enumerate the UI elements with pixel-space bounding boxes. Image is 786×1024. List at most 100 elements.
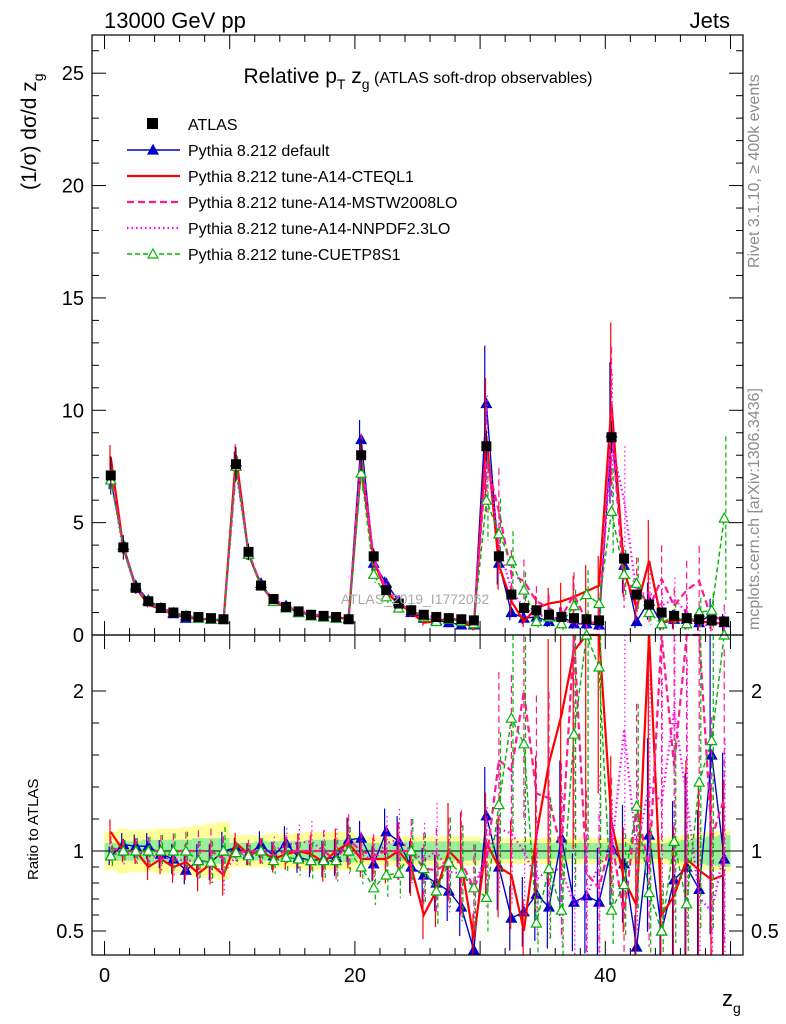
- legend-entry: Pythia 8.212 tune-A14-MSTW2008LO: [127, 195, 457, 212]
- data-point: [355, 466, 368, 478]
- data-point: [605, 903, 618, 915]
- data-point: [705, 734, 718, 746]
- atlas-point: [356, 450, 367, 461]
- atlas-point: [431, 612, 442, 623]
- atlas-point: [118, 542, 129, 553]
- data-point: [179, 844, 192, 856]
- data-point: [567, 727, 581, 739]
- data-point: [467, 881, 480, 893]
- atlas-point: [368, 551, 379, 562]
- ratio-y-axis-label: Ratio to ATLAS: [25, 779, 42, 880]
- data-point: [505, 711, 518, 723]
- atlas-point: [706, 615, 717, 626]
- ratio-tick-label: 0.5: [56, 921, 84, 943]
- atlas-point: [719, 616, 730, 627]
- atlas-point: [594, 615, 605, 626]
- data-point: [154, 844, 167, 856]
- atlas-point: [381, 585, 392, 596]
- atlas-point: [681, 613, 692, 624]
- atlas-point: [493, 551, 504, 562]
- data-point: [630, 615, 643, 627]
- data-point: [367, 568, 380, 579]
- y-axis-label: (1/σ) dσ/d zg: [18, 73, 46, 190]
- data-point: [146, 143, 160, 155]
- data-point: [380, 590, 393, 602]
- data-point: [117, 844, 130, 856]
- data-point: [142, 844, 155, 856]
- data-point: [593, 597, 606, 609]
- data-point: [242, 849, 255, 861]
- data-point: [305, 854, 318, 866]
- series-layer: [104, 322, 731, 955]
- atlas-point: [130, 582, 141, 593]
- data-point: [405, 844, 418, 856]
- legend-entry: Pythia 8.212 default: [127, 143, 330, 160]
- data-point: [630, 577, 643, 588]
- x-tick-label: 40: [594, 965, 616, 987]
- atlas-point: [656, 607, 667, 618]
- watermark: ATLAS_2019_I1772062: [341, 591, 490, 607]
- data-point: [254, 844, 268, 856]
- data-point: [630, 799, 643, 811]
- legend-entry: Pythia 8.212 tune-A14-NNPDF2.3LO: [127, 221, 450, 238]
- data-point: [593, 660, 606, 672]
- legend-entry: ATLAS: [147, 117, 238, 134]
- atlas-point: [481, 441, 492, 452]
- data-point: [618, 568, 631, 579]
- data-point: [680, 617, 693, 629]
- data-point: [718, 511, 731, 523]
- legend-label: Pythia 8.212 tune-CUETP8S1: [188, 247, 401, 264]
- series-line: [110, 466, 725, 625]
- chart-title: Relative pT zg (ATLAS soft-drop observab…: [244, 65, 593, 92]
- ratio-tick-label: 2: [73, 681, 84, 703]
- data-point: [530, 615, 543, 627]
- legend-marker: [147, 118, 158, 129]
- data-point: [480, 397, 493, 409]
- data-point: [655, 617, 668, 629]
- x-tick-label: 20: [344, 965, 366, 987]
- data-point: [618, 878, 631, 890]
- atlas-point: [143, 596, 154, 607]
- data-point: [146, 247, 160, 259]
- data-point: [542, 862, 555, 874]
- data-point: [517, 583, 530, 595]
- atlas-point: [694, 614, 705, 625]
- atlas-point: [518, 603, 529, 614]
- atlas-point: [619, 553, 630, 564]
- series-ratio-line: [110, 634, 725, 932]
- legend-label: Pythia 8.212 default: [188, 143, 330, 160]
- atlas-point: [230, 459, 241, 470]
- ratio-tick-label: 1: [73, 841, 84, 863]
- data-point: [480, 493, 493, 505]
- ratio-tick-label-right: 0.5: [751, 921, 779, 943]
- data-point: [517, 737, 530, 749]
- data-point: [580, 588, 593, 600]
- header-right: Jets: [689, 8, 730, 33]
- atlas-point: [568, 613, 579, 624]
- ratio-frame: [91, 634, 744, 956]
- ratio-tick-label-right: 1: [751, 841, 762, 863]
- data-point: [555, 617, 568, 629]
- atlas-point: [293, 606, 304, 617]
- data-point: [567, 599, 581, 611]
- data-point: [442, 855, 455, 867]
- y-tick-label: 5: [73, 513, 84, 535]
- y-tick-label: 25: [62, 63, 84, 85]
- data-point: [455, 867, 468, 879]
- data-point: [104, 849, 117, 861]
- atlas-point: [256, 580, 267, 591]
- data-point: [630, 940, 643, 952]
- atlas-point: [418, 609, 429, 620]
- data-point: [467, 943, 480, 955]
- atlas-point: [581, 614, 592, 625]
- data-point: [668, 835, 681, 847]
- data-point: [380, 868, 393, 880]
- data-point: [204, 855, 217, 867]
- atlas-point: [105, 470, 116, 481]
- data-point: [492, 527, 505, 539]
- data-point: [392, 867, 405, 879]
- data-point: [505, 911, 518, 923]
- series-ratio-line: [109, 633, 725, 940]
